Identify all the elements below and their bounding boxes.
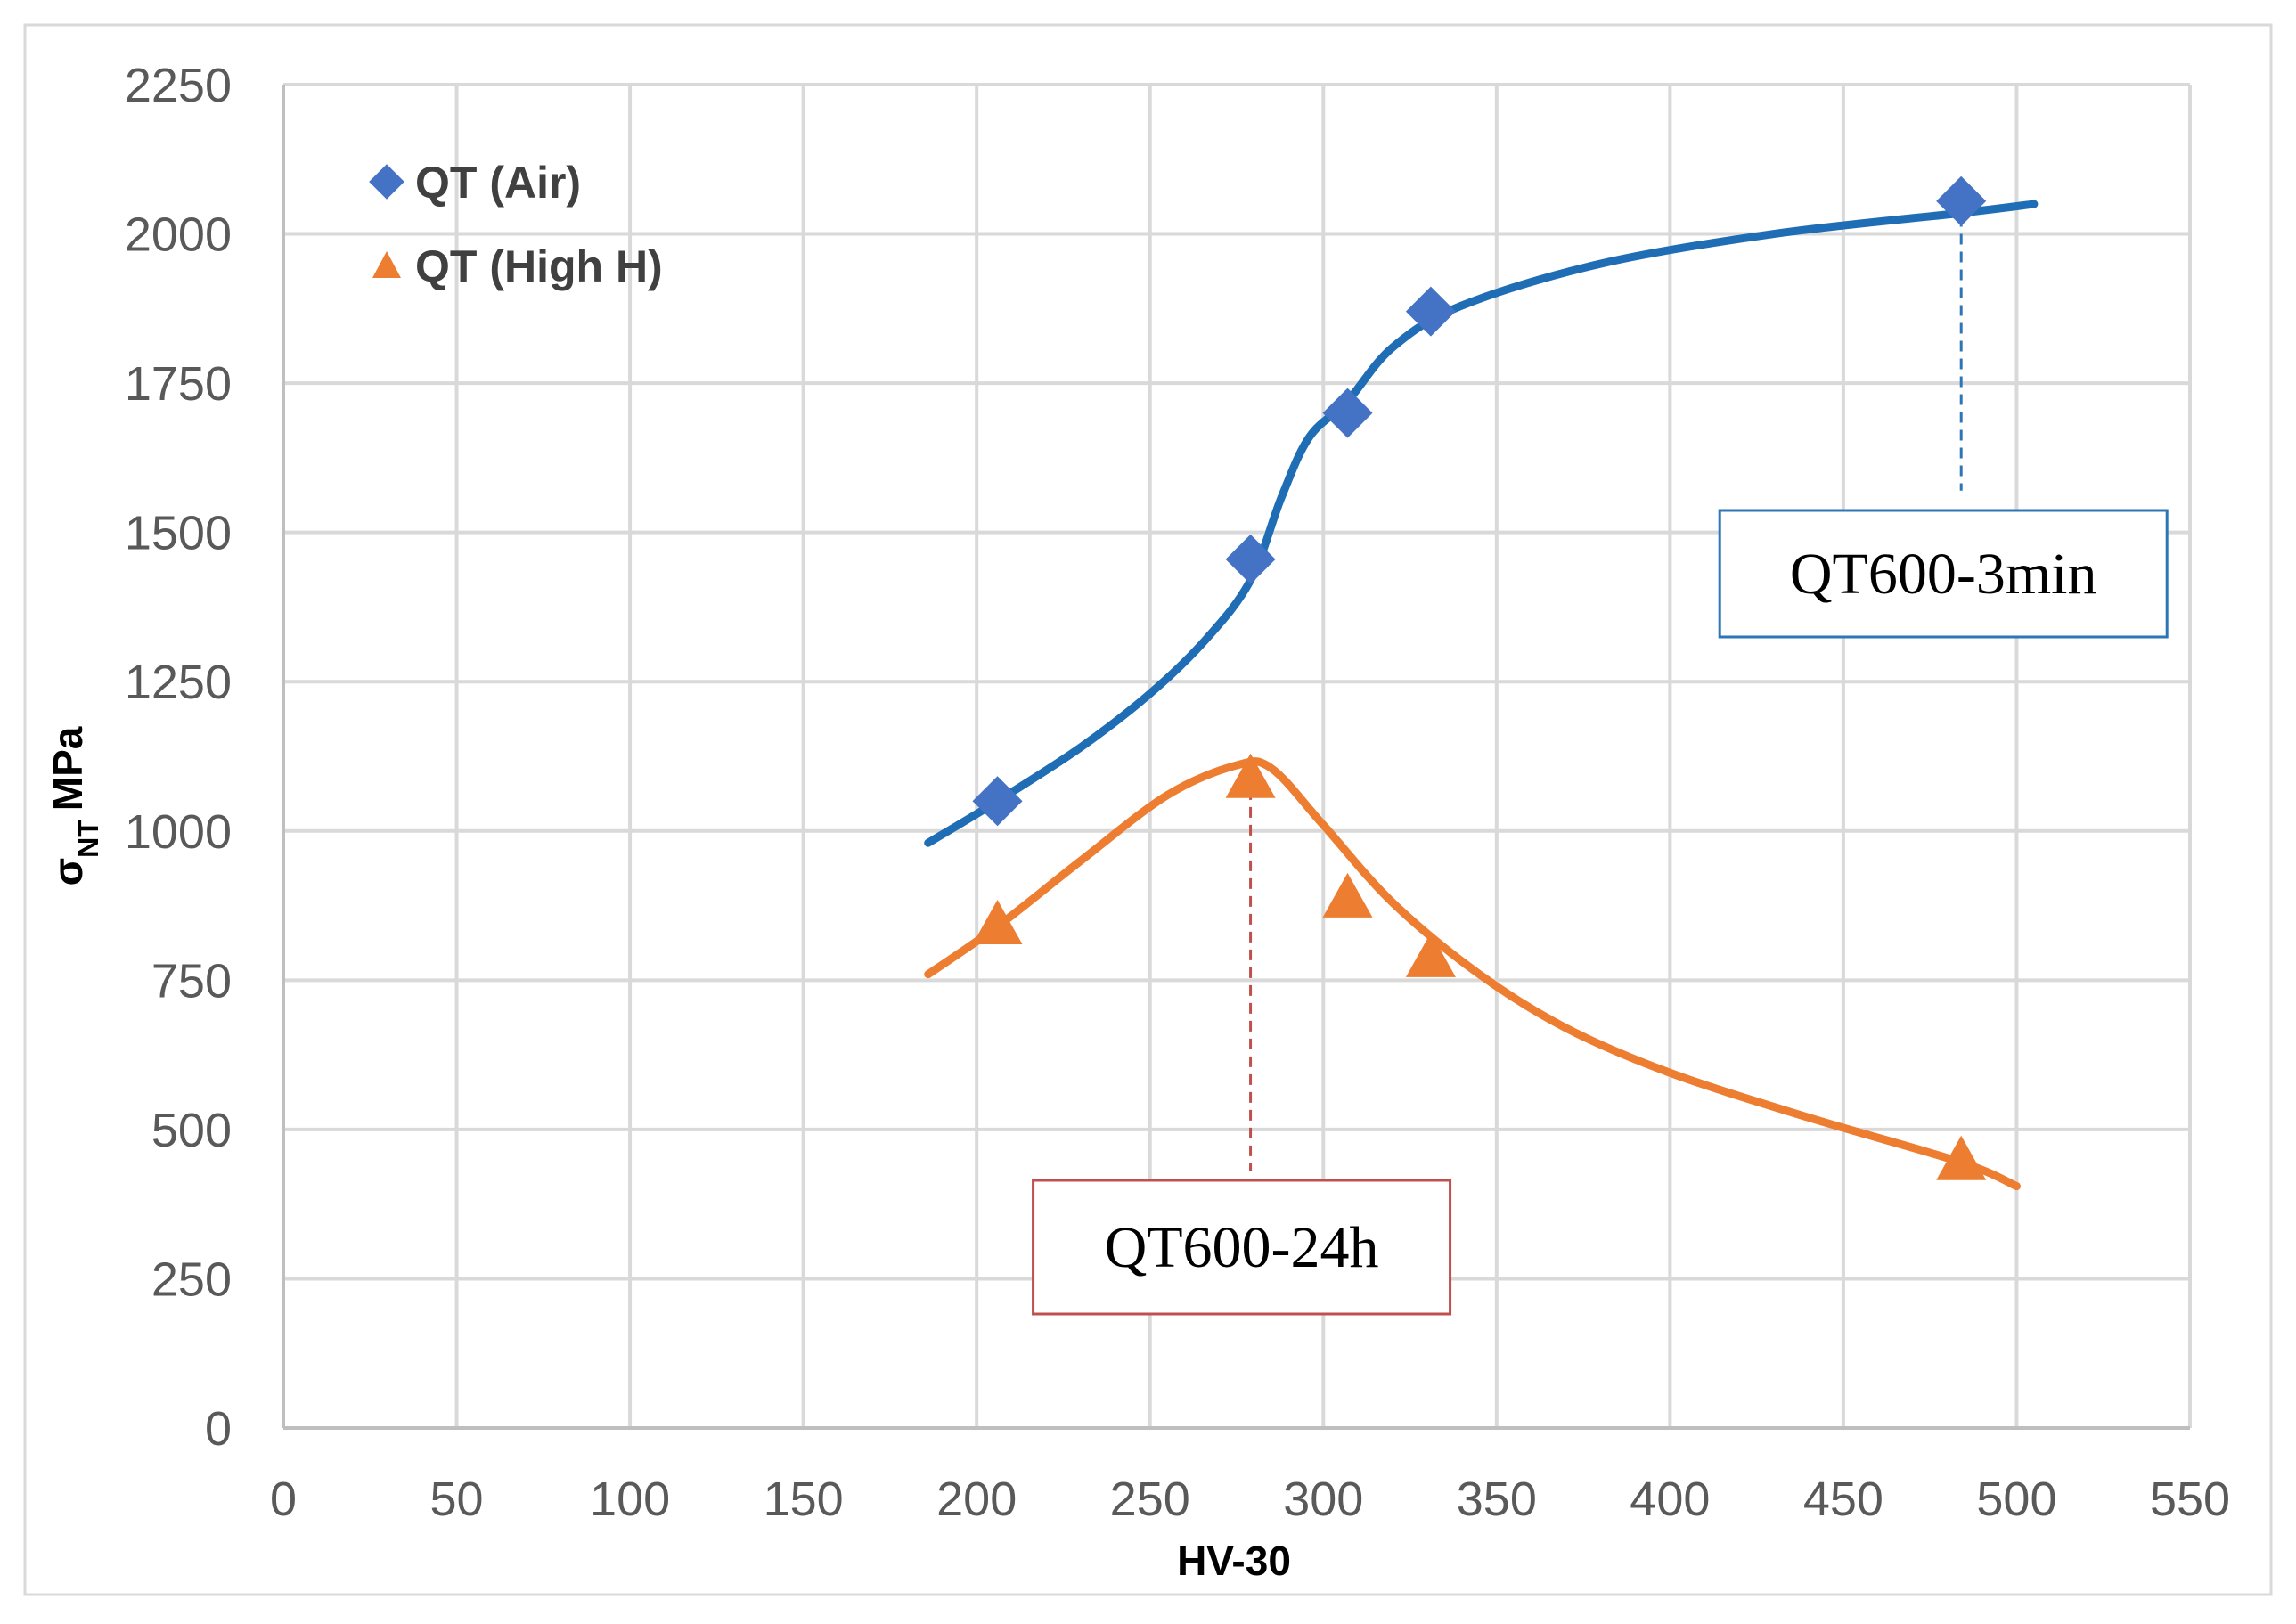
y-axis-title-subscript: NT [72,820,104,858]
y-tick-label: 1250 [125,656,232,709]
data-point-qt-high-h [972,900,1023,945]
data-point-qt-air [1322,388,1373,438]
x-tick-label: 200 [936,1473,1017,1526]
x-tick-label: 50 [430,1473,484,1526]
data-point-qt-high-h [1936,1135,1987,1180]
x-tick-label: 550 [2150,1473,2230,1526]
data-point-qt-air [1405,286,1456,337]
x-tick-label: 500 [1976,1473,2056,1526]
annotation-box-qt600-24h [1032,1179,1452,1316]
annotation-label-qt600-24h: QT600-24h [1105,1215,1379,1280]
data-point-qt-air [1936,175,1987,226]
data-point-qt-high-h [1225,753,1276,798]
y-tick-label: 500 [151,1104,232,1157]
trend-lines [924,200,2039,1191]
annotations: QT600-3min QT600-24h [1032,216,2169,1316]
y-tick-label: 0 [205,1402,232,1456]
y-tick-labels: 0 250 500 750 1000 1250 1500 1750 2000 2250 [125,59,232,1456]
x-tick-label: 0 [270,1473,297,1526]
y-tick-label: 750 [151,954,232,1008]
x-tick-label: 150 [764,1473,844,1526]
data-points [972,175,1987,1180]
y-tick-label: 250 [151,1253,232,1306]
data-point-qt-high-h [1322,872,1373,918]
x-tick-label: 100 [590,1473,670,1526]
y-axis-title: σNT MPa [45,726,104,885]
y-tick-label: 2000 [125,208,232,262]
x-tick-label: 350 [1457,1473,1537,1526]
axes [282,85,2190,1430]
x-tick-labels: 0 50 100 150 200 250 300 350 400 450 500 550 [270,1473,2230,1526]
data-point-qt-air [1225,534,1276,584]
legend: QT (Air) QT (High H) [369,158,663,291]
y-tick-label: 1750 [125,357,232,411]
x-tick-label: 400 [1630,1473,1710,1526]
trend-line-qt-air [924,200,2039,847]
legend-marker-qt-air [369,164,404,200]
x-axis-title: HV-30 [1177,1538,1291,1584]
y-tick-label: 1500 [125,507,232,560]
x-tick-label: 450 [1803,1473,1883,1526]
y-axis-title-unit: MPa [45,726,91,811]
y-tick-label: 1000 [125,805,232,859]
legend-marker-qt-high-h [372,251,401,278]
legend-label-qt-high-h: QT (High H) [415,241,663,291]
y-axis-title-symbol: σ [45,858,91,885]
data-point-qt-high-h [1405,932,1456,977]
data-point-qt-air [972,776,1023,827]
annotation-label-qt600-3min: QT600-3min [1790,542,2097,607]
y-tick-label: 2250 [125,59,232,112]
x-tick-label: 300 [1283,1473,1363,1526]
trend-line-qt-high-h [924,757,2021,1191]
x-tick-label: 250 [1110,1473,1190,1526]
annotation-box-qt600-3min [1718,509,2169,639]
legend-label-qt-air: QT (Air) [415,158,581,208]
